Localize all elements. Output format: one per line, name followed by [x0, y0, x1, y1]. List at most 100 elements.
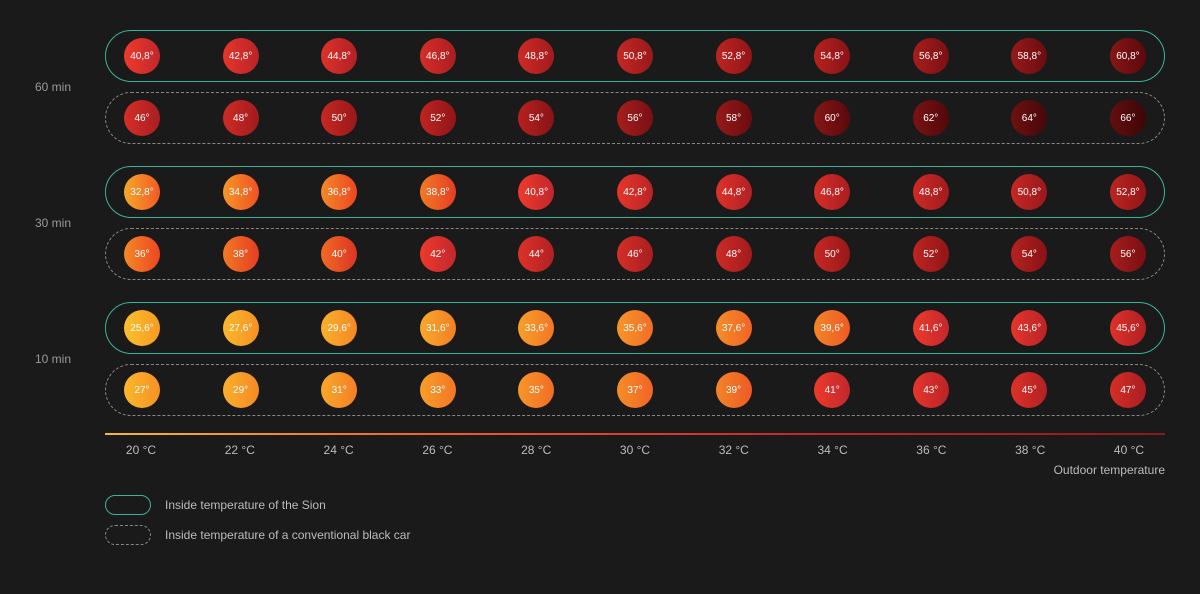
temperature-dot: 39° — [716, 372, 752, 408]
temperature-dot: 60,8° — [1110, 38, 1146, 74]
legend-label: Inside temperature of the Sion — [165, 498, 326, 512]
temperature-dot: 35° — [518, 372, 554, 408]
temperature-dot: 41° — [814, 372, 850, 408]
temperature-dot: 42,8° — [617, 174, 653, 210]
x-axis-tick: 26 °C — [419, 443, 455, 457]
temperature-dot: 44,8° — [716, 174, 752, 210]
legend-row: Inside temperature of a conventional bla… — [105, 525, 1170, 545]
temperature-dot: 45° — [1011, 372, 1047, 408]
temperature-dot: 42,8° — [223, 38, 259, 74]
legend-swatch — [105, 525, 151, 545]
legend: Inside temperature of the Sion Inside tem… — [105, 495, 1170, 545]
temperature-dot: 54,8° — [814, 38, 850, 74]
temperature-dot: 50° — [321, 100, 357, 136]
row-conventional: 27° 29° 31° 33° 35° 37° 39° 41° 43° 45° 47° — [105, 364, 1165, 416]
temperature-dot: 50,8° — [617, 38, 653, 74]
temperature-dot: 40° — [321, 236, 357, 272]
temperature-dot: 34,8° — [223, 174, 259, 210]
legend-swatch — [105, 495, 151, 515]
legend-row: Inside temperature of the Sion — [105, 495, 1170, 515]
chart: 60 min40,8°42,8°44,8°46,8°48,8°50,8°52,8… — [105, 30, 1165, 416]
temperature-dot: 46° — [617, 236, 653, 272]
x-axis-tick: 24 °C — [321, 443, 357, 457]
temperature-dot: 33° — [420, 372, 456, 408]
temperature-dot: 29° — [223, 372, 259, 408]
temperature-dot: 31,6° — [420, 310, 456, 346]
temperature-dot: 31° — [321, 372, 357, 408]
row-conventional: 46° 48° 50° 52° 54° 56° 58° 60° 62° 64° 66° — [105, 92, 1165, 144]
temperature-dot: 56° — [617, 100, 653, 136]
temperature-dot: 60° — [814, 100, 850, 136]
temperature-dot: 58,8° — [1011, 38, 1047, 74]
time-group: 10 min25,6°27,6°29,6°31,6°33,6°35,6°37,6… — [105, 302, 1165, 416]
time-label: 30 min — [35, 216, 71, 230]
temperature-dot: 48,8° — [518, 38, 554, 74]
row-sion: 40,8° 42,8° 44,8° 46,8° 48,8° 50,8° 52,8° 54,8°… — [105, 30, 1165, 82]
x-axis-tick: 40 °C — [1111, 443, 1147, 457]
temperature-dot: 36,8° — [321, 174, 357, 210]
temperature-dot: 35,6° — [617, 310, 653, 346]
row-sion: 25,6° 27,6° 29,6° 31,6° 33,6° 35,6° 37,6° 39,6°… — [105, 302, 1165, 354]
x-axis: 20 °C 22 °C 24 °C 26 °C 28 °C 30 °C 32 °C 34 °C… — [105, 433, 1165, 477]
x-axis-tick: 22 °C — [222, 443, 258, 457]
temperature-dot: 52,8° — [1110, 174, 1146, 210]
temperature-dot: 41,6° — [913, 310, 949, 346]
temperature-dot: 48,8° — [913, 174, 949, 210]
temperature-dot: 27° — [124, 372, 160, 408]
temperature-dot: 37° — [617, 372, 653, 408]
temperature-dot: 25,6° — [124, 310, 160, 346]
temperature-dot: 39,6° — [814, 310, 850, 346]
temperature-dot: 46° — [124, 100, 160, 136]
temperature-dot: 44° — [518, 236, 554, 272]
temperature-dot: 66° — [1110, 100, 1146, 136]
x-axis-tick: 38 °C — [1012, 443, 1048, 457]
temperature-dot: 47° — [1110, 372, 1146, 408]
temperature-dot: 36° — [124, 236, 160, 272]
row-conventional: 36° 38° 40° 42° 44° 46° 48° 50° 52° 54° 56° — [105, 228, 1165, 280]
x-axis-tick: 32 °C — [716, 443, 752, 457]
temperature-dot: 52,8° — [716, 38, 752, 74]
temperature-dot: 48° — [223, 100, 259, 136]
temperature-dot: 32,8° — [124, 174, 160, 210]
x-axis-tick: 34 °C — [815, 443, 851, 457]
temperature-dot: 54° — [518, 100, 554, 136]
temperature-dot: 62° — [913, 100, 949, 136]
temperature-dot: 33,6° — [518, 310, 554, 346]
temperature-dot: 64° — [1011, 100, 1047, 136]
x-axis-tick: 30 °C — [617, 443, 653, 457]
temperature-dot: 38,8° — [420, 174, 456, 210]
temperature-dot: 52° — [913, 236, 949, 272]
temperature-dot: 50,8° — [1011, 174, 1047, 210]
temperature-dot: 42° — [420, 236, 456, 272]
temperature-dot: 38° — [223, 236, 259, 272]
temperature-dot: 50° — [814, 236, 850, 272]
temperature-dot: 54° — [1011, 236, 1047, 272]
temperature-dot: 52° — [420, 100, 456, 136]
temperature-dot: 46,8° — [814, 174, 850, 210]
time-label: 60 min — [35, 80, 71, 94]
row-sion: 32,8° 34,8° 36,8° 38,8° 40,8° 42,8° 44,8° 46,8°… — [105, 166, 1165, 218]
temperature-dot: 45,6° — [1110, 310, 1146, 346]
temperature-dot: 44,8° — [321, 38, 357, 74]
x-axis-title: Outdoor temperature — [105, 463, 1165, 477]
x-axis-tick: 20 °C — [123, 443, 159, 457]
temperature-dot: 58° — [716, 100, 752, 136]
time-group: 30 min32,8°34,8°36,8°38,8°40,8°42,8°44,8… — [105, 166, 1165, 280]
temperature-dot: 48° — [716, 236, 752, 272]
temperature-dot: 46,8° — [420, 38, 456, 74]
temperature-dot: 43° — [913, 372, 949, 408]
temperature-dot: 56° — [1110, 236, 1146, 272]
temperature-dot: 29,6° — [321, 310, 357, 346]
x-axis-tick: 36 °C — [913, 443, 949, 457]
temperature-dot: 37,6° — [716, 310, 752, 346]
temperature-dot: 27,6° — [223, 310, 259, 346]
temperature-dot: 40,8° — [518, 174, 554, 210]
x-axis-tick: 28 °C — [518, 443, 554, 457]
temperature-dot: 56,8° — [913, 38, 949, 74]
temperature-dot: 40,8° — [124, 38, 160, 74]
time-group: 60 min40,8°42,8°44,8°46,8°48,8°50,8°52,8… — [105, 30, 1165, 144]
temperature-dot: 43,6° — [1011, 310, 1047, 346]
x-axis-ticks: 20 °C 22 °C 24 °C 26 °C 28 °C 30 °C 32 °C 34 °C… — [105, 435, 1165, 457]
time-label: 10 min — [35, 352, 71, 366]
legend-label: Inside temperature of a conventional bla… — [165, 528, 410, 542]
